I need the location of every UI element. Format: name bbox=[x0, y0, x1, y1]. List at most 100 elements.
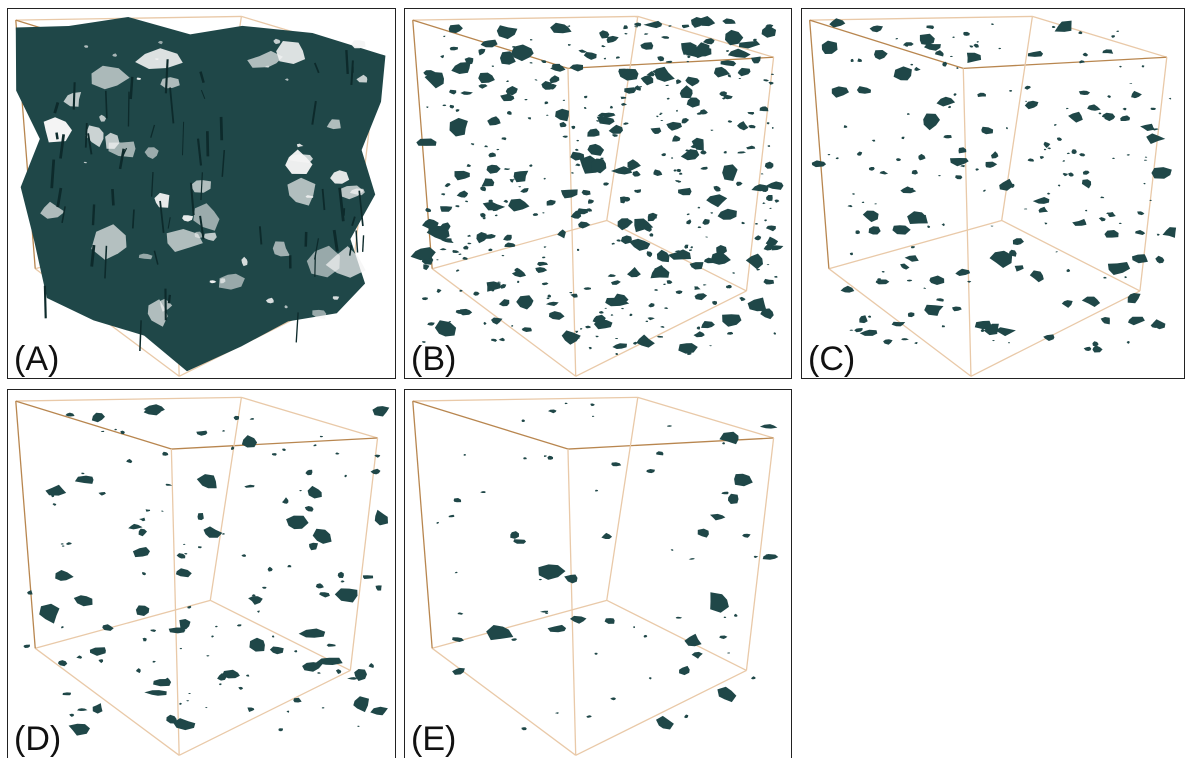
pore-cluster bbox=[645, 320, 649, 323]
pore-cluster bbox=[867, 315, 872, 318]
pore-cluster bbox=[685, 76, 700, 87]
pore-cluster bbox=[1087, 104, 1101, 111]
void-patch bbox=[91, 224, 127, 260]
pore-cluster bbox=[179, 647, 182, 650]
pore-cluster bbox=[422, 218, 439, 229]
pore-cluster bbox=[304, 506, 314, 512]
pore-cluster bbox=[478, 72, 495, 84]
pore-cluster bbox=[952, 36, 955, 38]
void-patch bbox=[287, 177, 316, 206]
shade-streak bbox=[167, 217, 171, 229]
pore-cluster bbox=[538, 578, 543, 581]
pore-cluster bbox=[587, 128, 600, 137]
pore-cluster bbox=[1025, 87, 1029, 89]
shade-streak bbox=[351, 216, 356, 227]
cube-edge bbox=[970, 290, 1141, 377]
pore-cluster bbox=[564, 402, 568, 405]
pore-cluster bbox=[204, 707, 208, 709]
pore-cluster bbox=[217, 673, 227, 681]
pore-cluster bbox=[436, 259, 439, 261]
shade-streak bbox=[311, 100, 317, 125]
pore-cluster bbox=[1066, 107, 1069, 110]
pore-cluster bbox=[1055, 251, 1058, 253]
pore-cluster bbox=[746, 145, 756, 150]
pore-cluster bbox=[321, 707, 325, 709]
void-patch bbox=[241, 256, 248, 267]
shade-streak bbox=[200, 172, 203, 201]
shade-streak bbox=[258, 226, 263, 245]
pore-cluster bbox=[421, 341, 426, 343]
pore-cluster bbox=[597, 112, 607, 118]
pore-cluster bbox=[960, 165, 965, 168]
pore-cluster bbox=[674, 250, 682, 253]
cube-edge bbox=[1032, 15, 1167, 58]
pore-cluster bbox=[1081, 179, 1092, 189]
pore-cluster bbox=[271, 453, 277, 456]
pore-cluster bbox=[956, 67, 959, 69]
pore-cluster bbox=[152, 660, 157, 663]
pore-cluster bbox=[372, 406, 390, 417]
pore-cluster bbox=[629, 313, 633, 317]
pore-cluster bbox=[1061, 300, 1073, 308]
pore-cluster bbox=[448, 514, 455, 518]
pore-cluster bbox=[456, 190, 469, 198]
pore-cluster bbox=[77, 708, 88, 711]
pore-cluster bbox=[694, 293, 708, 301]
pore-cluster bbox=[1062, 160, 1065, 162]
pore-cluster bbox=[554, 712, 559, 714]
pore-cluster bbox=[666, 425, 672, 427]
pore-cluster bbox=[656, 715, 674, 730]
pore-cluster bbox=[262, 586, 267, 589]
void-patch bbox=[136, 77, 142, 80]
pore-cluster bbox=[827, 154, 831, 156]
cube-render-e bbox=[412, 396, 779, 756]
pore-cluster bbox=[705, 236, 708, 238]
shade-streak bbox=[182, 121, 185, 156]
pore-cluster bbox=[153, 679, 172, 687]
pore-cluster bbox=[1122, 107, 1127, 111]
void-patch bbox=[326, 119, 341, 130]
pore-cluster bbox=[609, 39, 612, 42]
shade-streak bbox=[361, 235, 365, 252]
pore-cluster bbox=[293, 697, 302, 703]
pore-cluster bbox=[603, 182, 609, 186]
void-patch bbox=[356, 74, 368, 83]
pore-cluster bbox=[426, 106, 429, 108]
pore-cluster bbox=[611, 134, 618, 137]
pore-cluster bbox=[722, 314, 742, 327]
pore-cluster bbox=[765, 236, 779, 247]
panel-label-b: (B) bbox=[411, 340, 457, 378]
pore-cluster bbox=[550, 64, 566, 72]
pore-cluster bbox=[926, 25, 935, 30]
pore-cluster bbox=[849, 252, 853, 256]
pore-cluster bbox=[895, 38, 898, 40]
pore-cluster bbox=[596, 116, 615, 125]
pore-cluster bbox=[1056, 137, 1062, 141]
pore-cluster bbox=[142, 572, 146, 576]
shade-streak bbox=[205, 131, 210, 157]
pore-cluster bbox=[482, 201, 506, 211]
pore-cluster bbox=[179, 619, 191, 630]
pore-cluster bbox=[973, 43, 979, 48]
pore-cluster bbox=[686, 213, 690, 216]
pore-cluster bbox=[1103, 276, 1107, 279]
pore-cluster bbox=[233, 415, 240, 421]
void-patch bbox=[247, 50, 283, 68]
pore-cluster bbox=[142, 637, 147, 642]
pore-cluster bbox=[126, 458, 133, 464]
shade-streak bbox=[72, 82, 76, 110]
pore-cluster bbox=[678, 343, 698, 354]
pore-cluster bbox=[607, 113, 613, 116]
pore-cluster bbox=[162, 451, 169, 456]
pore-cluster bbox=[653, 169, 663, 176]
pore-cluster bbox=[448, 321, 452, 322]
pore-cluster bbox=[516, 295, 534, 310]
pore-cluster bbox=[315, 583, 324, 589]
pore-cluster bbox=[441, 238, 454, 243]
pore-cluster bbox=[305, 469, 313, 476]
pore-cluster bbox=[699, 109, 708, 115]
pore-cluster bbox=[580, 328, 583, 330]
pore-cluster bbox=[719, 635, 728, 639]
cube-render-b bbox=[410, 15, 784, 377]
pore-cluster bbox=[738, 78, 742, 79]
